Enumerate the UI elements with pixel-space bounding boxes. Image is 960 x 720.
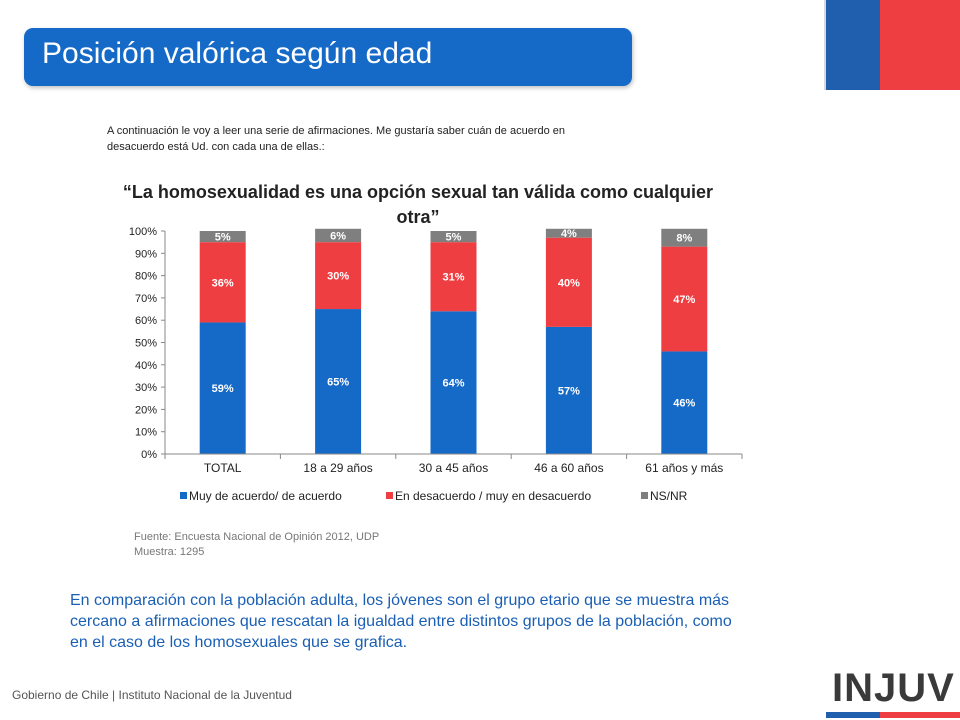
intro-text: A continuación le voy a leer una serie d…	[107, 123, 707, 155]
y-tick-label: 80%	[135, 271, 157, 283]
data-label: 46%	[673, 398, 695, 410]
page-title: Posición valórica según edad	[42, 37, 433, 70]
legend-swatch	[386, 492, 393, 499]
data-label: 31%	[442, 272, 464, 284]
x-category-label: 18 a 29 años	[303, 461, 372, 475]
y-tick-label: 0%	[141, 449, 157, 461]
legend-swatch	[641, 492, 648, 499]
bar-segment	[661, 228, 708, 247]
legend-swatch	[180, 492, 187, 499]
summary-paragraph: En comparación con la población adulta, …	[70, 590, 870, 653]
chart-title-line: otra”	[396, 207, 439, 227]
header-flag-divider	[824, 0, 826, 90]
bar-segment	[661, 351, 708, 454]
data-label: 65%	[327, 377, 349, 389]
intro-line: desacuerdo está Ud. con cada una de ella…	[107, 141, 325, 153]
bar-segment	[661, 246, 708, 352]
data-label: 47%	[673, 294, 695, 306]
y-tick-label: 90%	[135, 248, 157, 260]
data-label: 8%	[676, 233, 692, 245]
data-label: 57%	[558, 385, 580, 397]
legend-label: En desacuerdo / muy en desacuerdo	[395, 489, 591, 503]
data-label: 59%	[212, 383, 234, 395]
y-tick-label: 40%	[135, 360, 157, 372]
y-tick-label: 20%	[135, 404, 157, 416]
x-category-label: 61 años y más	[645, 461, 723, 475]
y-tick-label: 60%	[135, 315, 157, 327]
intro-line: A continuación le voy a leer una serie d…	[107, 125, 565, 137]
y-tick-label: 50%	[135, 338, 157, 350]
bar-segment	[199, 322, 246, 454]
stacked-bar-chart: “La homosexualidad es una opción sexual …	[123, 182, 743, 503]
data-label: 5%	[215, 232, 231, 244]
bar-segment	[545, 228, 592, 238]
bar-segment	[545, 326, 592, 454]
summary-line: en el caso de los homosexuales que se gr…	[70, 634, 408, 651]
x-category-label: 46 a 60 años	[534, 461, 603, 475]
bar-segment	[315, 309, 362, 454]
source-note: Fuente: Encuesta Nacional de Opinión 201…	[134, 530, 379, 560]
y-tick-label: 10%	[135, 427, 157, 439]
y-tick-label: 70%	[135, 293, 157, 305]
data-label: 36%	[212, 277, 234, 289]
y-tick-label: 100%	[129, 226, 157, 238]
bar-segment	[545, 237, 592, 327]
x-category-label: TOTAL	[204, 461, 242, 475]
logo-stripe-red	[880, 712, 960, 718]
data-label: 6%	[330, 230, 346, 242]
logo-stripe-blue	[826, 712, 880, 718]
legend-label: Muy de acuerdo/ de acuerdo	[189, 489, 342, 503]
bar-segment	[315, 228, 362, 243]
data-label: 30%	[327, 271, 349, 283]
bar-segment	[199, 231, 246, 243]
bar-segment	[430, 242, 477, 312]
legend-label: NS/NR	[650, 489, 688, 503]
chart-title-line: “La homosexualidad es una opción sexual …	[123, 182, 713, 202]
data-label: 40%	[558, 277, 580, 289]
sample-line: Muestra: 1295	[134, 546, 205, 558]
x-category-label: 30 a 45 años	[419, 461, 488, 475]
plot-area: 0% 10% 20% 30% 40% 50% 60% 70% 80% 90% 100% 59% 36% 5…	[129, 226, 743, 475]
bar-segment	[430, 311, 477, 454]
data-label: 64%	[442, 378, 464, 390]
bar-segment	[315, 242, 362, 310]
chart-legend: Muy de acuerdo/ de acuerdo En desacuerdo …	[180, 489, 688, 503]
title-banner	[24, 28, 632, 86]
bar-segment	[199, 242, 246, 323]
data-label: 4%	[561, 228, 577, 240]
injuv-logo: INJUV	[832, 666, 955, 710]
footer-text: Gobierno de Chile | Instituto Nacional d…	[12, 688, 292, 702]
flag-blue-block	[826, 0, 880, 90]
y-tick-label: 30%	[135, 382, 157, 394]
bar-segment	[430, 231, 477, 243]
flag-red-block	[880, 0, 960, 90]
summary-line: cercano a afirmaciones que rescatan la i…	[70, 613, 732, 630]
data-label: 5%	[446, 232, 462, 244]
summary-line: En comparación con la población adulta, …	[70, 592, 730, 609]
source-line: Fuente: Encuesta Nacional de Opinión 201…	[134, 531, 380, 543]
